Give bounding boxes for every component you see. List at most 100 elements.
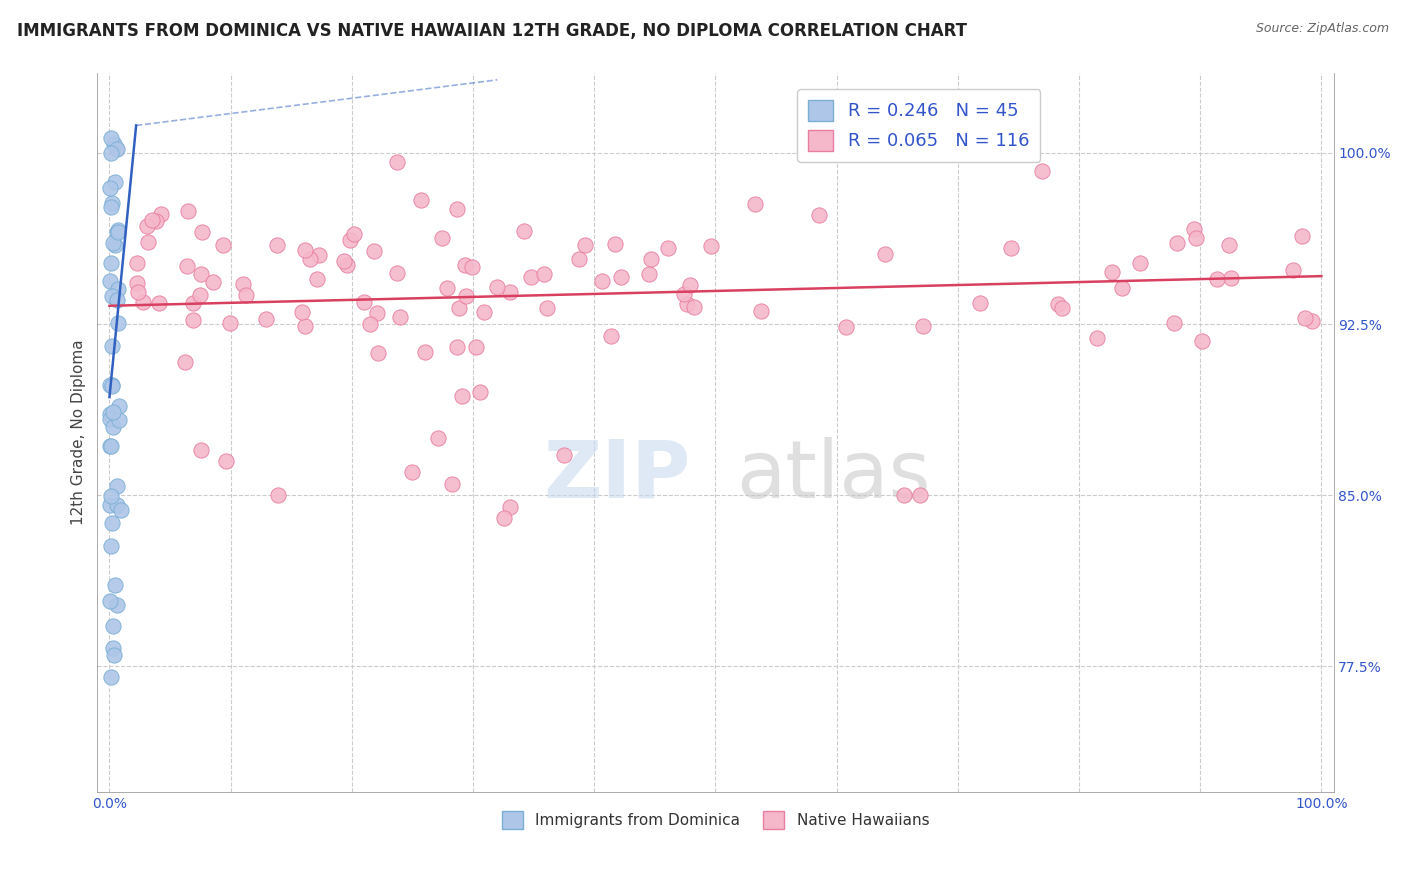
Point [101,196,124,211]
Point [447,301,470,315]
Point [499,285,522,300]
Point [103,136,125,151]
Text: Source: ZipAtlas.com: Source: ZipAtlas.com [1256,22,1389,36]
Point [98,498,121,512]
Point [107,281,129,295]
Point [98,377,121,392]
Point [675,296,697,310]
Point [441,476,464,491]
Point [125,276,148,290]
Point [342,227,364,242]
Text: atlas: atlas [735,436,929,515]
Point [486,280,509,294]
Point [744,196,766,211]
Point [101,289,124,303]
Point [103,619,125,633]
Point [568,252,591,266]
Point [174,355,197,369]
Point [101,378,124,392]
Point [1191,334,1213,348]
Point [145,214,167,228]
Point [683,300,706,314]
Point [181,296,204,310]
Point [308,248,330,262]
Point [108,413,131,427]
Point [136,219,159,233]
Point [553,449,575,463]
Point [100,256,122,270]
Point [454,259,477,273]
Point [136,235,159,249]
Point [148,296,170,310]
Point [201,275,224,289]
Point [1052,301,1074,316]
Point [908,488,931,502]
Point [610,269,633,284]
Point [125,256,148,270]
Point [101,420,124,434]
Point [104,141,127,155]
Point [363,244,385,258]
Point [512,224,534,238]
Point [1294,310,1316,325]
Point [339,233,361,247]
Point [1031,164,1053,178]
Text: ZIP: ZIP [543,436,690,515]
Text: IMMIGRANTS FROM DOMINICA VS NATIVE HAWAIIAN 12TH GRADE, NO DIPLOMA CORRELATION C: IMMIGRANTS FROM DOMINICA VS NATIVE HAWAI… [17,22,967,40]
Point [969,295,991,310]
Point [98,439,121,453]
Point [1163,316,1185,330]
Point [912,318,935,333]
Point [107,316,129,330]
Point [366,306,388,320]
Point [98,181,121,195]
Point [599,328,621,343]
Point [426,431,449,445]
Point [672,287,695,301]
Point [1182,222,1205,236]
Point [451,389,474,403]
Point [107,225,129,239]
Point [127,285,149,299]
Point [101,641,124,656]
Point [294,319,316,334]
Point [1101,265,1123,279]
Point [103,648,125,662]
Point [98,274,121,288]
Point [105,142,128,156]
Point [749,304,772,318]
Point [388,310,411,325]
Point [454,289,477,303]
Point [574,238,596,252]
Point [461,260,484,275]
Point [176,260,198,274]
Point [332,253,354,268]
Point [432,231,454,245]
Point [299,252,322,267]
Point [411,193,433,207]
Point [385,267,408,281]
Point [105,293,128,308]
Point [232,277,254,291]
Point [536,301,558,315]
Point [413,344,436,359]
Point [591,274,613,288]
Point [640,252,662,266]
Point [104,175,127,189]
Point [446,340,468,354]
Point [1166,236,1188,251]
Point [190,442,212,457]
Point [101,516,124,531]
Point [98,594,121,608]
Legend: Immigrants from Dominica, Native Hawaiians: Immigrants from Dominica, Native Hawaiia… [495,805,935,835]
Point [108,399,131,413]
Point [291,305,314,319]
Point [637,267,659,281]
Point [1047,296,1070,310]
Point [873,246,896,260]
Point [1291,229,1313,244]
Point [190,267,212,281]
Point [468,385,491,400]
Point [267,488,290,502]
Point [105,479,128,493]
